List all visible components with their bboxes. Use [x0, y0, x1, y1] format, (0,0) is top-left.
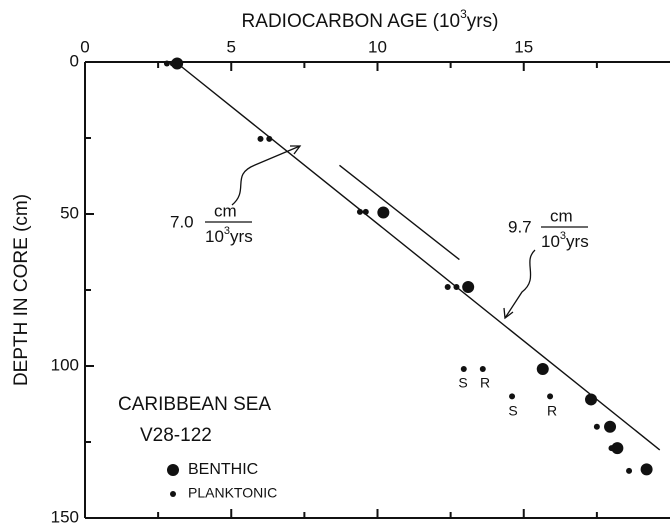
data-point — [356, 208, 363, 215]
annotation: 9.7 — [508, 217, 532, 236]
data-point — [585, 393, 598, 406]
x-tick-label: 5 — [227, 37, 236, 56]
data-point — [163, 60, 170, 67]
fit-line — [175, 61, 661, 451]
data-point — [509, 393, 516, 400]
data-point — [462, 280, 475, 293]
x-tick-label: 10 — [368, 37, 387, 56]
data-point — [453, 283, 460, 290]
annotation: 7.0 — [170, 212, 194, 231]
x-tick-label: 0 — [80, 37, 89, 56]
data-point — [547, 393, 554, 400]
data-point — [460, 366, 467, 373]
data-point — [479, 366, 486, 373]
y-tick-label: 150 — [51, 507, 79, 526]
y-tick-label: 0 — [70, 51, 79, 70]
annotation: 103yrs — [541, 230, 589, 252]
annotation: cm — [214, 201, 237, 220]
rate-annotation-1: 7.0 cm 103yrs — [170, 145, 302, 247]
point-label: S — [458, 375, 467, 391]
chart-title: RADIOCARBON AGE (103yrs) — [242, 7, 499, 32]
data-point — [626, 467, 633, 474]
legend-marker — [170, 491, 176, 497]
point-label: R — [480, 375, 490, 391]
data-point — [257, 135, 264, 142]
y-axis-label: DEPTH IN CORE (cm) — [11, 194, 32, 386]
x-tick-label: 15 — [514, 37, 533, 56]
y-tick-label: 50 — [60, 203, 79, 222]
legend-label: PLANKTONIC — [188, 485, 277, 501]
data-point — [169, 60, 176, 67]
legend-label: BENTHIC — [188, 461, 258, 478]
data-point — [604, 420, 617, 433]
data-point — [611, 442, 624, 455]
y-tick-label: 100 — [51, 355, 79, 374]
arrow-head — [503, 307, 514, 320]
data-point — [536, 363, 549, 376]
arrow — [231, 145, 301, 206]
legend-marker — [167, 464, 179, 476]
fit-line — [339, 164, 460, 261]
point-label: R — [547, 403, 557, 419]
rate-annotation-2: 9.7 cm 103yrs — [503, 206, 589, 320]
data-point — [377, 206, 390, 219]
annotation: cm — [550, 206, 573, 225]
arrow-head — [290, 145, 302, 155]
data-point — [362, 208, 369, 215]
data-point — [171, 57, 184, 70]
point-label: S — [508, 403, 517, 419]
arrow — [504, 249, 536, 319]
annotation: 103yrs — [205, 225, 253, 247]
data-point — [640, 463, 653, 476]
data-point — [593, 423, 600, 430]
data-point — [444, 283, 451, 290]
core-label: V28-122 — [140, 425, 212, 446]
data-point — [266, 135, 273, 142]
location-label: CARIBBEAN SEA — [118, 394, 271, 415]
data-point — [608, 445, 615, 452]
